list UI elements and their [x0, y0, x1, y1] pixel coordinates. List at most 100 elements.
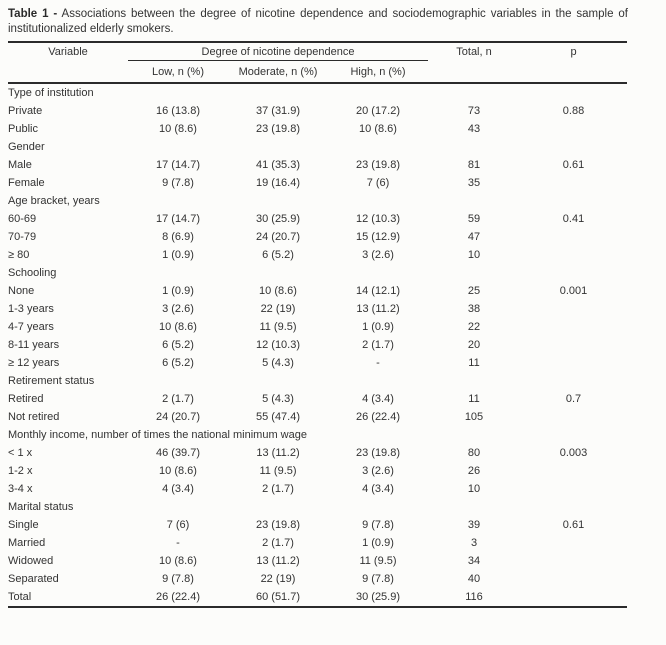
- header-row-sub: Low, n (%) Moderate, n (%) High, n (%): [8, 60, 627, 84]
- cell-value: [520, 318, 627, 336]
- cell-value: 9 (7.8): [162, 573, 194, 585]
- cell-value: 12 (10.3): [255, 339, 301, 351]
- cell-value: 116: [465, 591, 483, 603]
- row-label: None: [8, 285, 35, 297]
- cell-value: 13 (11.2): [256, 447, 300, 459]
- cell-value: [520, 336, 627, 354]
- cell-value: 38: [467, 303, 481, 315]
- cell-value: 60 (51.7): [255, 591, 301, 603]
- row-label: 3-4 x: [8, 483, 33, 495]
- cell-value: 11: [468, 393, 480, 405]
- cell-value: 10 (8.6): [259, 285, 297, 297]
- cell-value: 0.003: [559, 447, 588, 459]
- table-row: Retired 2 (1.7) 5 (4.3) 4 (3.4) 11 0.7: [8, 390, 627, 408]
- col-header-p: p: [570, 45, 577, 58]
- cell-value: 0.7: [565, 393, 582, 405]
- category-label: Schooling: [8, 267, 57, 279]
- row-label: Single: [8, 519, 39, 531]
- cell-value: 25: [467, 285, 481, 297]
- table-row: 4-7 years 10 (8.6) 11 (9.5) 1 (0.9) 22: [8, 318, 627, 336]
- cell-value: 73: [467, 105, 481, 117]
- cell-value: 4 (3.4): [162, 483, 194, 495]
- row-label: Not retired: [8, 411, 60, 423]
- row-label: 70-79: [8, 231, 37, 243]
- cell-value: 46 (39.7): [155, 447, 201, 459]
- cell-value: [520, 354, 627, 372]
- cell-value: 1 (0.9): [162, 285, 194, 297]
- cell-value: 2 (1.7): [162, 393, 194, 405]
- cell-value: 55 (47.4): [255, 411, 301, 423]
- cell-value: 11 (9.5): [259, 465, 297, 477]
- cell-value: 7 (6): [366, 177, 390, 189]
- category-row: Marital status: [8, 498, 627, 516]
- table-row: Widowed 10 (8.6) 13 (11.2) 11 (9.5) 34: [8, 552, 627, 570]
- row-label: Female: [8, 177, 45, 189]
- table-row: Female 9 (7.8) 19 (16.4) 7 (6) 35: [8, 174, 627, 192]
- cell-value: 14 (12.1): [355, 285, 401, 297]
- category-label: Retirement status: [8, 375, 95, 387]
- cell-value: [520, 120, 627, 138]
- data-table: Variable Degree of nicotine dependence T…: [8, 41, 627, 608]
- row-label: < 1 x: [8, 447, 33, 459]
- table-row: Total 26 (22.4) 60 (51.7) 30 (25.9) 116: [8, 588, 627, 607]
- cell-value: 12 (10.3): [355, 213, 401, 225]
- cell-value: [520, 552, 627, 570]
- table-row: < 1 x 46 (39.7) 13 (11.2) 23 (19.8) 80 0.003: [8, 444, 627, 462]
- cell-value: 22 (19): [260, 573, 296, 585]
- cell-value: 8 (6.9): [162, 231, 194, 243]
- cell-value: 81: [467, 159, 481, 171]
- cell-value: 4 (3.4): [362, 483, 394, 495]
- cell-value: 24 (20.7): [155, 411, 201, 423]
- cell-value: 6 (5.2): [162, 339, 194, 351]
- table-row: Not retired 24 (20.7) 55 (47.4) 26 (22.4) 10…: [8, 408, 627, 426]
- cell-value: [520, 408, 627, 426]
- cell-value: 22: [467, 321, 481, 333]
- cell-value: 9 (7.8): [362, 573, 394, 585]
- cell-value: 3 (2.6): [362, 465, 394, 477]
- cell-value: 26 (22.4): [155, 591, 201, 603]
- cell-value: [520, 246, 627, 264]
- row-label: Retired: [8, 393, 44, 405]
- cell-value: 5 (4.3): [262, 357, 294, 369]
- table-row: Married - 2 (1.7) 1 (0.9) 3: [8, 534, 627, 552]
- cell-value: 26 (22.4): [355, 411, 401, 423]
- col-header-spacer: [428, 60, 520, 84]
- category-row: Retirement status: [8, 372, 627, 390]
- row-label: 1-3 years: [8, 303, 54, 315]
- cell-value: 3: [470, 537, 478, 549]
- table-caption-number: Table 1 -: [8, 8, 58, 20]
- cell-value: -: [376, 357, 380, 369]
- cell-value: 11 (9.5): [259, 321, 297, 333]
- cell-value: 0.001: [559, 285, 588, 297]
- table-row: Single 7 (6) 23 (19.8) 9 (7.8) 39 0.61: [8, 516, 627, 534]
- table-row: 1-2 x 10 (8.6) 11 (9.5) 3 (2.6) 26: [8, 462, 627, 480]
- cell-value: 10 (8.6): [159, 321, 197, 333]
- cell-value: 9 (7.8): [362, 519, 394, 531]
- cell-value: 10: [467, 249, 481, 261]
- cell-value: 6 (5.2): [162, 357, 194, 369]
- category-row: Age bracket, years: [8, 192, 627, 210]
- cell-value: 40: [467, 573, 481, 585]
- col-header-high: High, n (%): [328, 60, 428, 84]
- cell-value: 4 (3.4): [362, 393, 394, 405]
- cell-value: 39: [467, 519, 481, 531]
- cell-value: 10 (8.6): [359, 123, 397, 135]
- cell-value: 23 (19.8): [255, 519, 301, 531]
- table-body: Type of institution Private 16 (13.8) 37 (3…: [8, 83, 627, 607]
- category-row: Type of institution: [8, 83, 627, 102]
- cell-value: 59: [467, 213, 481, 225]
- cell-value: 17 (14.7): [155, 213, 201, 225]
- col-header-total: Total, n: [456, 45, 492, 58]
- col-header-low: Low, n (%): [128, 60, 228, 84]
- row-label: 4-7 years: [8, 321, 54, 333]
- cell-value: 11: [468, 357, 480, 369]
- table-row: 1-3 years 3 (2.6) 22 (19) 13 (11.2) 38: [8, 300, 627, 318]
- category-row: Gender: [8, 138, 627, 156]
- row-label: 60-69: [8, 213, 37, 225]
- category-label: Age bracket, years: [8, 195, 100, 207]
- category-row: Schooling: [8, 264, 627, 282]
- category-label: Monthly income, number of times the nati…: [8, 429, 307, 441]
- category-label: Type of institution: [8, 87, 94, 99]
- cell-value: [520, 300, 627, 318]
